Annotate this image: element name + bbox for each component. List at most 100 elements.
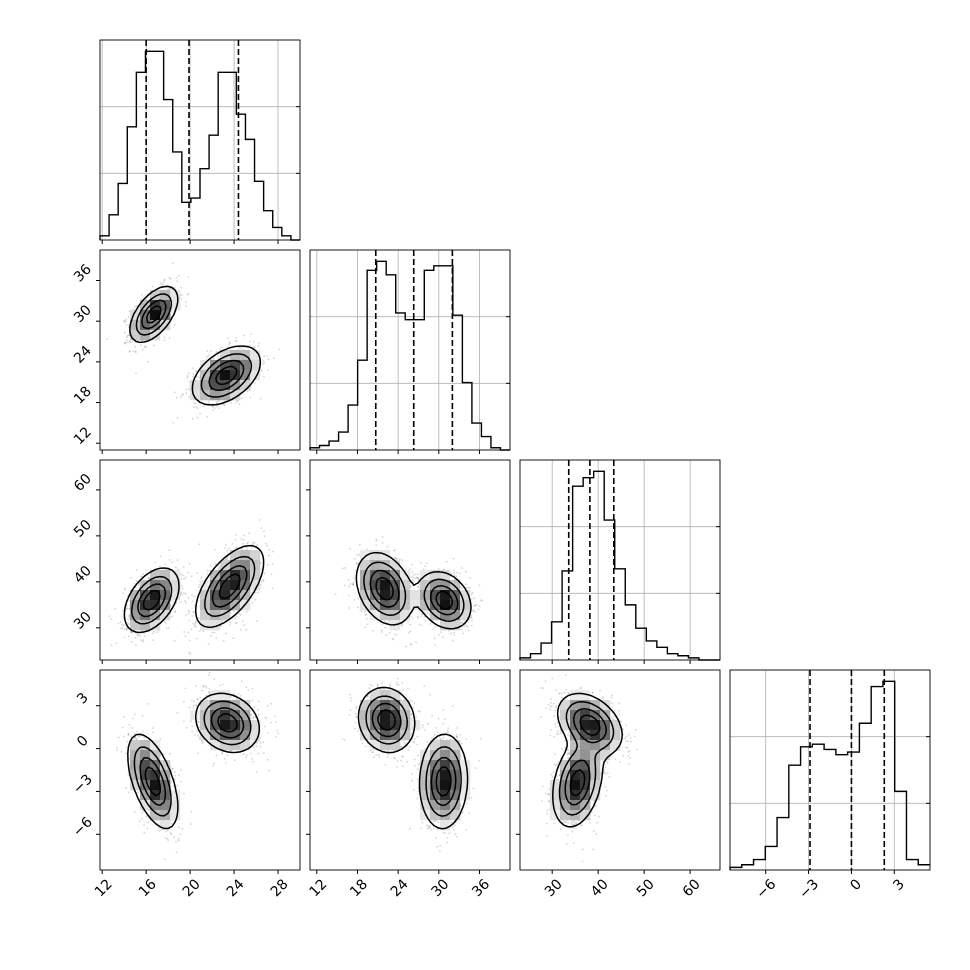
sample-point — [144, 345, 147, 348]
sample-point — [239, 614, 242, 616]
sample-point — [142, 640, 144, 643]
sample-point — [250, 597, 253, 599]
density-cell — [240, 560, 251, 571]
sample-point — [270, 573, 273, 576]
sample-point — [177, 568, 180, 571]
sample-point — [381, 629, 383, 632]
sample-point — [140, 639, 143, 642]
sample-point — [243, 539, 246, 541]
sample-point — [155, 631, 158, 634]
sample-point — [180, 584, 183, 587]
sample-point — [135, 644, 137, 646]
contour-level-1 — [135, 293, 253, 398]
density-cell — [140, 580, 151, 591]
sample-point — [163, 279, 166, 282]
sample-point — [145, 346, 147, 349]
sample-point — [242, 543, 245, 545]
sample-point — [187, 631, 190, 634]
density-cell — [250, 570, 261, 581]
sample-point — [366, 548, 368, 551]
sample-point — [169, 277, 172, 280]
sample-point — [198, 583, 200, 586]
sample-point — [420, 624, 423, 627]
sample-point — [180, 573, 183, 576]
sample-point — [162, 281, 165, 284]
sample-point — [128, 599, 131, 602]
sample-point — [126, 339, 128, 341]
sample-point — [229, 342, 232, 345]
sample-point — [206, 569, 209, 572]
sample-point — [176, 416, 179, 419]
sample-point — [247, 541, 250, 543]
sample-point — [138, 586, 141, 589]
sample-point — [175, 277, 178, 279]
sample-point — [181, 574, 184, 577]
sample-point — [267, 554, 270, 557]
sample-point — [195, 406, 198, 408]
sample-point — [263, 355, 266, 358]
sample-point — [356, 563, 358, 565]
sample-point — [123, 321, 126, 324]
sample-point — [257, 342, 260, 345]
sample-point — [267, 369, 270, 372]
density-cell — [160, 310, 171, 321]
sample-point — [142, 573, 145, 576]
sample-point — [375, 544, 378, 546]
sample-point — [385, 634, 388, 636]
density-cell — [220, 570, 231, 581]
density-cell — [220, 360, 231, 371]
sample-point — [356, 553, 358, 556]
sample-point — [228, 547, 230, 550]
sample-point — [147, 361, 149, 363]
sample-point — [185, 301, 187, 303]
density-cell — [210, 570, 221, 581]
sample-point — [174, 611, 177, 614]
sample-point — [357, 597, 359, 600]
density-cell — [230, 380, 241, 391]
sample-point — [194, 402, 197, 405]
sample-point — [182, 394, 184, 396]
sample-point — [254, 598, 257, 601]
sample-point — [353, 577, 355, 580]
sample-point — [168, 549, 171, 552]
density-cell — [170, 570, 181, 581]
sample-point — [195, 370, 198, 372]
sample-point — [237, 348, 240, 351]
histogram-panel-1 — [309, 249, 511, 451]
sample-point — [228, 341, 231, 344]
sample-point — [127, 623, 130, 625]
density-cell — [230, 390, 241, 401]
sample-point — [399, 558, 401, 561]
sample-point — [271, 587, 274, 590]
sample-point — [187, 372, 190, 375]
sample-point — [207, 642, 210, 645]
sample-point — [190, 628, 193, 631]
density-cell — [220, 590, 231, 601]
sample-point — [235, 615, 238, 617]
sample-point — [410, 643, 413, 646]
sample-point — [124, 342, 127, 345]
density-cell — [210, 370, 221, 381]
sample-point — [358, 553, 361, 556]
sample-point — [185, 305, 188, 308]
sample-point — [188, 562, 191, 565]
sample-point — [452, 557, 455, 560]
sample-point — [196, 407, 199, 410]
density-cell — [130, 310, 141, 321]
sample-point — [396, 557, 398, 560]
sample-point — [217, 355, 220, 358]
sample-point — [437, 634, 440, 636]
sample-point — [176, 280, 179, 283]
sample-point — [181, 294, 184, 296]
sample-point — [122, 609, 124, 612]
sample-point — [229, 621, 232, 624]
sample-point — [470, 616, 473, 619]
sample-point — [120, 621, 122, 623]
sample-point — [123, 624, 125, 627]
sample-point — [127, 618, 130, 621]
sample-point — [404, 567, 407, 570]
sample-point — [432, 628, 435, 631]
sample-point — [187, 571, 190, 574]
sample-point — [195, 637, 198, 640]
sample-point — [252, 543, 255, 545]
